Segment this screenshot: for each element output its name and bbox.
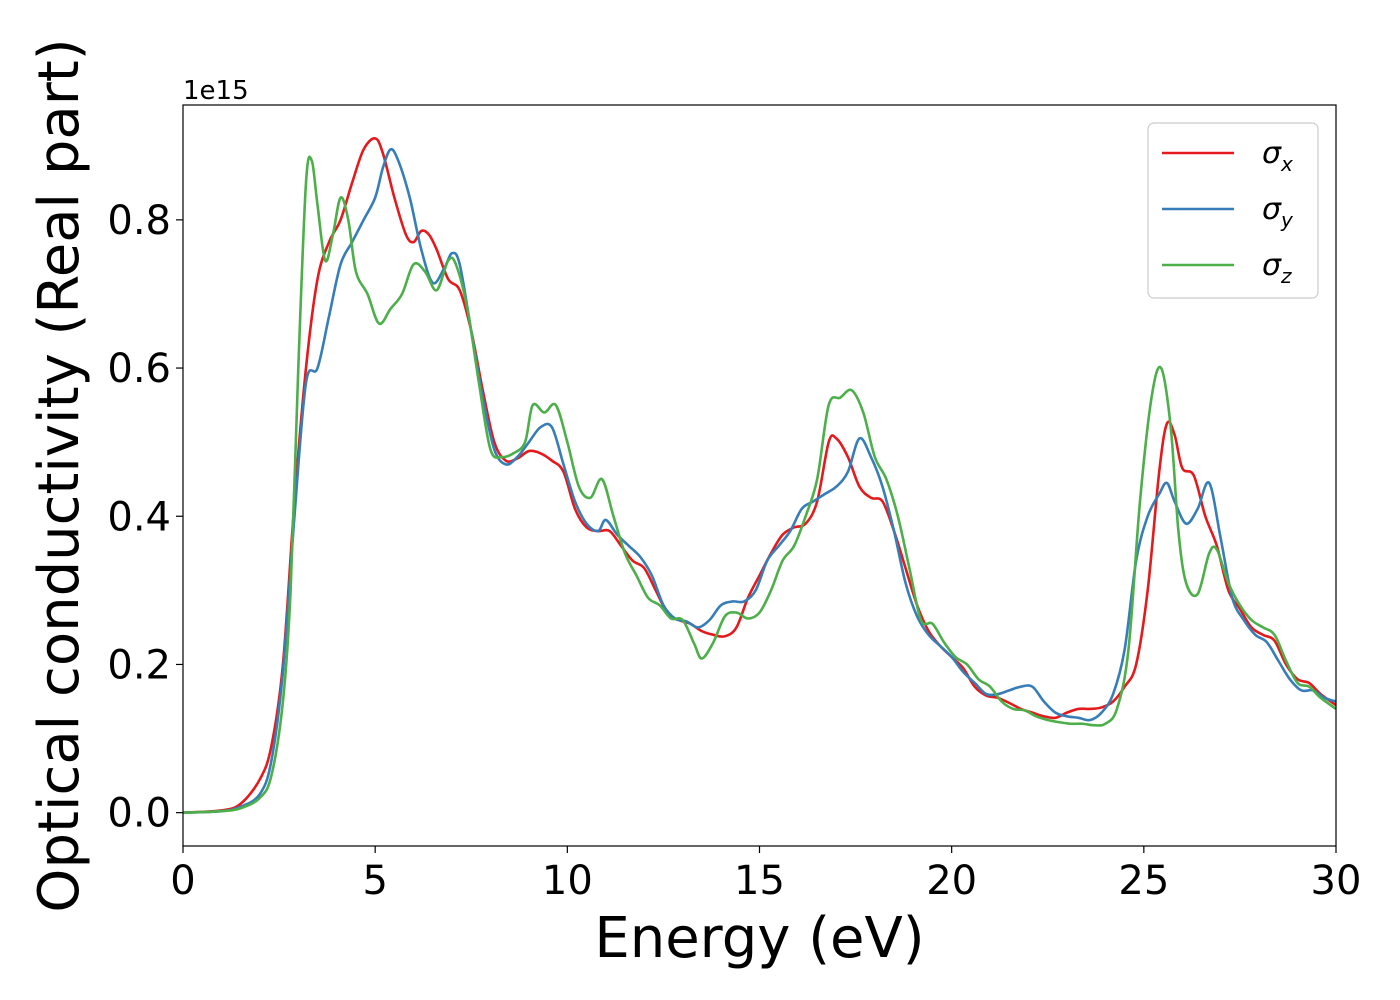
plot-area (183, 137, 1336, 814)
x-tick-label: 15 (734, 858, 785, 904)
y-offset-label: 1e15 (183, 76, 249, 106)
legend-box (1147, 122, 1319, 299)
legend: σx σy σz (1147, 122, 1319, 299)
x-tick-label: 20 (926, 858, 977, 904)
x-tick-label: 25 (1118, 858, 1169, 904)
legend-label-sigma-y: σy (1262, 192, 1294, 232)
legend-label-sigma-x: σx (1262, 136, 1293, 176)
x-tick-label: 5 (362, 858, 387, 904)
y-axis: 0.0 0.2 0.4 0.6 0.8 (107, 198, 183, 837)
x-tick-label: 0 (170, 858, 195, 904)
axes-frame (182, 104, 1337, 847)
series-line-sigma-z (183, 155, 1336, 814)
y-tick-label: 0.6 (107, 346, 171, 392)
x-tick-label: 30 (1311, 858, 1362, 904)
x-axis-title: Energy (eV) (594, 906, 924, 971)
y-tick-label: 0.8 (107, 198, 171, 244)
legend-label-sigma-z: σz (1262, 248, 1292, 288)
y-tick-label: 0.0 (107, 791, 171, 837)
x-tick-label: 10 (542, 858, 593, 904)
y-tick-label: 0.2 (107, 642, 171, 688)
x-axis: 0 5 10 15 20 25 30 (170, 846, 1361, 904)
y-axis-title: Optical conductivity (Real part) (27, 38, 92, 912)
series-line-sigma-y (183, 147, 1336, 814)
y-tick-label: 0.4 (107, 494, 171, 540)
